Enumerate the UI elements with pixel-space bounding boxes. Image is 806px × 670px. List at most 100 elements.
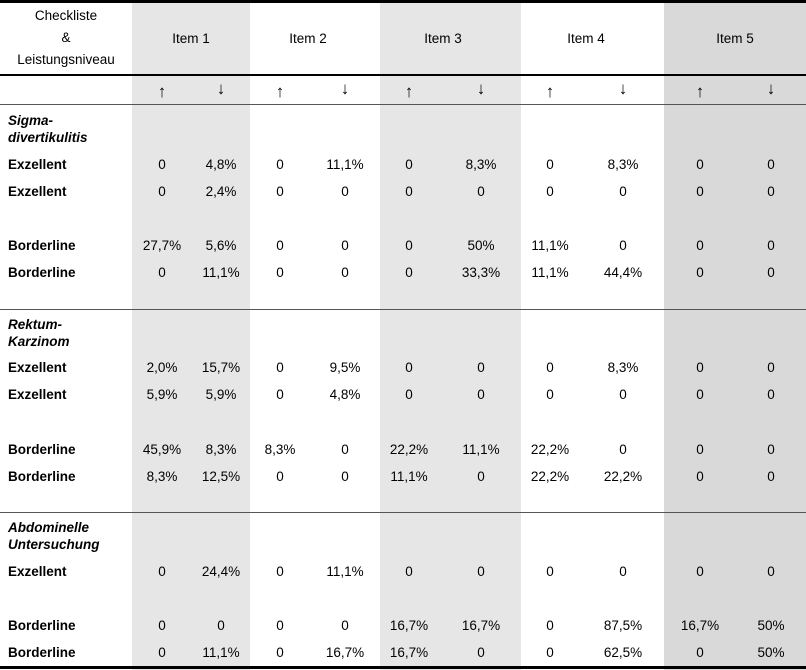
table-cell: 0 [158, 645, 166, 660]
down-arrow-icon: ↓ [766, 79, 776, 98]
table-cell: 5,6% [205, 238, 237, 253]
table-cell: 0 [767, 564, 775, 579]
table-cell: 5,9% [205, 387, 237, 402]
table-cell: 2,0% [146, 360, 178, 375]
down-arrow-icon: ↓ [340, 79, 350, 98]
table-cell: 0 [276, 265, 284, 280]
table-cell: 0 [767, 238, 775, 253]
table-cell: 5,9% [146, 387, 178, 402]
table-cell: 0 [158, 618, 166, 633]
item-5-column-shading [664, 0, 806, 670]
table-cell: 0 [405, 157, 413, 172]
table-cell: 0 [217, 618, 225, 633]
table-cell: 16,7% [461, 618, 501, 633]
table-cell: 0 [158, 564, 166, 579]
table-cell: 0 [696, 184, 704, 199]
table-cell: 33,3% [461, 265, 501, 280]
item-3-column-shading [380, 0, 521, 670]
row-label: Exzellent [8, 157, 67, 172]
table-cell: 0 [341, 618, 349, 633]
row-label: Borderline [8, 469, 76, 484]
table-cell: 9,5% [329, 360, 361, 375]
row-label: Exzellent [8, 184, 67, 199]
table-cell: 0 [341, 442, 349, 457]
table-cell: 11,1% [202, 265, 240, 280]
table-cell: 8,3% [264, 442, 296, 457]
section-title-abdominelle: Abdominelle Untersuchung [8, 519, 100, 553]
row-label: Borderline [8, 238, 76, 253]
table-cell: 22,2% [389, 442, 429, 457]
table-cell: 0 [767, 265, 775, 280]
table-cell: 0 [619, 184, 627, 199]
item-1-column-shading [132, 0, 250, 670]
top-rule [0, 0, 806, 3]
table-cell: 62,5% [603, 645, 643, 660]
down-arrow-icon: ↓ [216, 79, 226, 98]
row-label: Borderline [8, 618, 76, 633]
table-cell: 8,3% [465, 157, 497, 172]
table-cell: 50% [757, 645, 785, 660]
table-cell: 15,7% [201, 360, 241, 375]
header-label-line-2: & [61, 30, 71, 45]
row-label: Exzellent [8, 564, 67, 579]
table-cell: 0 [546, 618, 554, 633]
table-cell: 22,2% [603, 469, 643, 484]
header-item-3: Item 3 [424, 31, 462, 46]
table-cell: 16,7% [389, 645, 429, 660]
table-cell: 0 [477, 184, 485, 199]
table-cell: 0 [696, 387, 704, 402]
table-cell: 11,1% [531, 238, 569, 253]
table-cell: 0 [276, 564, 284, 579]
table-cell: 0 [405, 184, 413, 199]
header-item-5: Item 5 [716, 31, 754, 46]
section-title-rektum: Rektum- Karzinom [8, 316, 70, 350]
table-cell: 0 [619, 442, 627, 457]
up-arrow-icon: ↑ [157, 82, 167, 101]
table-cell: 0 [405, 360, 413, 375]
table-cell: 0 [477, 469, 485, 484]
table-cell: 0 [341, 238, 349, 253]
table-cell: 0 [276, 645, 284, 660]
table-cell: 0 [546, 157, 554, 172]
header-label: Checkliste & Leistungsniveau [0, 5, 132, 71]
table-cell: 0 [276, 387, 284, 402]
table-cell: 0 [696, 265, 704, 280]
table-cell: 12,5% [201, 469, 241, 484]
table-cell: 0 [619, 238, 627, 253]
up-arrow-icon: ↑ [545, 82, 555, 101]
table-cell: 0 [767, 360, 775, 375]
table-cell: 0 [405, 564, 413, 579]
table-cell: 0 [276, 360, 284, 375]
table-cell: 0 [546, 387, 554, 402]
table-cell: 11,1% [531, 265, 569, 280]
table-cell: 0 [477, 387, 485, 402]
table-cell: 27,7% [142, 238, 182, 253]
table-cell: 0 [696, 564, 704, 579]
table-cell: 22,2% [530, 469, 570, 484]
table-cell: 50% [467, 238, 495, 253]
table-cell: 4,8% [329, 387, 361, 402]
header-item-2: Item 2 [289, 31, 327, 46]
table-cell: 0 [477, 645, 485, 660]
section-rule-3 [0, 512, 806, 513]
up-arrow-icon: ↑ [695, 82, 705, 101]
header-item-1: Item 1 [172, 31, 210, 46]
table-cell: 0 [619, 387, 627, 402]
table-cell: 11,1% [326, 157, 364, 172]
section-rule-2 [0, 309, 806, 310]
arrow-row-rule [0, 104, 806, 105]
table-cell: 0 [767, 469, 775, 484]
table-cell: 16,7% [325, 645, 365, 660]
header-item-4: Item 4 [567, 31, 605, 46]
section-title-line: divertikulitis [8, 130, 88, 145]
table-cell: 0 [696, 238, 704, 253]
row-label: Exzellent [8, 360, 67, 375]
table-cell: 0 [696, 645, 704, 660]
table-cell: 45,9% [142, 442, 182, 457]
table-cell: 0 [767, 387, 775, 402]
down-arrow-icon: ↓ [476, 79, 486, 98]
table-cell: 0 [767, 442, 775, 457]
table-cell: 0 [341, 469, 349, 484]
table-cell: 0 [546, 184, 554, 199]
